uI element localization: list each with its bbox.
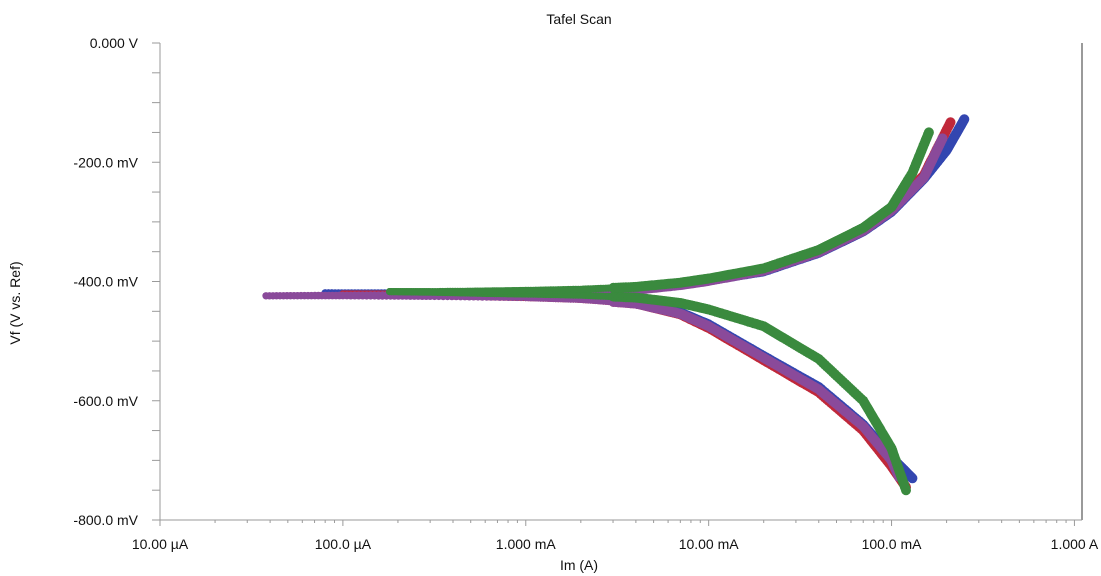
y-axis: 0.000 V -200.0 mV -400.0 mV -600.0 mV -800.0… — [73, 35, 160, 528]
x-tick-label: 1.000 A — [1051, 536, 1099, 552]
anodic-line — [325, 118, 966, 294]
x-tick-label: 100.0 mA — [862, 536, 923, 552]
data-point — [923, 127, 934, 138]
y-tick-label: -400.0 mV — [73, 274, 138, 290]
y-tick-label: -800.0 mV — [73, 512, 138, 528]
series-3 — [262, 133, 948, 483]
x-tick-label: 100.0 µA — [315, 536, 372, 552]
x-axis: 10.00 µA 100.0 µA 1.000 mA 10.00 mA 100.0 mA… — [132, 520, 1099, 552]
x-tick-label: 1.000 mA — [496, 536, 557, 552]
series-layer — [262, 114, 970, 496]
y-tick-label: -200.0 mV — [73, 154, 138, 170]
data-point — [901, 485, 911, 496]
anodic-line — [389, 132, 930, 293]
chart-title: Tafel Scan — [546, 11, 611, 27]
plot-frame — [159, 43, 1083, 521]
data-point — [959, 114, 970, 125]
x-tick-label: 10.00 µA — [132, 536, 189, 552]
data-point — [945, 117, 956, 128]
series-4 — [386, 127, 934, 496]
y-axis-title: Vf (V vs. Ref) — [7, 261, 23, 344]
data-point — [907, 473, 918, 484]
x-axis-title: Im (A) — [560, 557, 598, 573]
y-tick-label: -600.0 mV — [73, 393, 138, 409]
anodic-line — [342, 121, 952, 295]
y-tick-label: 0.000 V — [90, 35, 139, 51]
data-point — [937, 133, 948, 144]
anodic-line — [265, 137, 944, 297]
x-tick-label: 10.00 mA — [679, 536, 740, 552]
